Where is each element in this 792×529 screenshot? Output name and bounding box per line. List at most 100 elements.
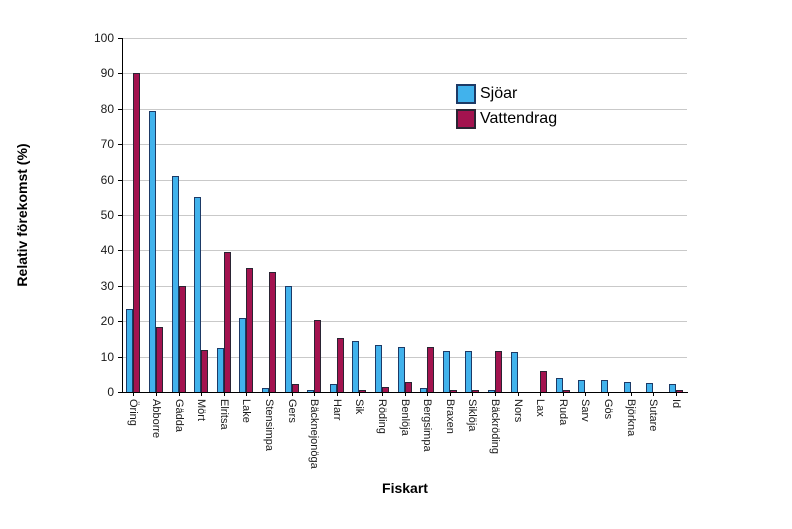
gridline: [122, 179, 687, 181]
legend-swatch-icon: [456, 84, 476, 104]
x-tick: [178, 393, 180, 396]
bar-vattendrag-röding: [381, 386, 389, 392]
x-axis-line: [122, 392, 688, 393]
bar-sjöar-sarv: [578, 379, 586, 392]
y-tick-label: 80: [100, 101, 114, 116]
y-tick: [118, 356, 122, 358]
gridline: [122, 285, 687, 287]
x-tick: [268, 393, 270, 396]
y-axis-line: [122, 38, 123, 393]
y-tick: [118, 250, 122, 252]
y-tick-label: 10: [100, 349, 114, 364]
x-tick: [472, 393, 474, 396]
x-tick: [359, 393, 361, 396]
x-tick: [607, 393, 609, 396]
x-category-label: Ruda: [556, 399, 569, 426]
bar-sjöar-björkna: [623, 382, 631, 392]
x-category-label: Gädda: [172, 399, 185, 433]
bar-sjöar-gädda: [171, 176, 179, 392]
y-tick-label: 0: [107, 385, 114, 399]
x-tick: [291, 393, 293, 396]
bar-sjöar-bäcknejonöga: [307, 390, 315, 392]
legend-row: Vattendrag: [456, 109, 557, 129]
bar-sjöar-öring: [126, 308, 134, 392]
y-tick: [118, 108, 122, 110]
bar-sjöar-harr: [329, 383, 337, 392]
x-tick: [449, 393, 451, 396]
gridline: [122, 108, 687, 110]
x-tick: [381, 393, 383, 396]
y-tick-label: 90: [100, 66, 114, 81]
x-category-label: Bergsimpa: [421, 399, 434, 452]
x-category-label: Stensimpa: [262, 399, 275, 451]
y-tick-label: 70: [100, 137, 114, 152]
gridline: [122, 321, 687, 323]
bar-sjöar-braxen: [442, 350, 450, 392]
bar-sjöar-sik: [352, 340, 360, 392]
x-category-label: Röding: [375, 399, 388, 434]
x-tick: [427, 393, 429, 396]
x-tick: [540, 393, 542, 396]
bar-vattendrag-öring: [133, 73, 141, 392]
legend-swatch-icon: [456, 109, 476, 129]
bar-sjöar-elritsa: [216, 347, 224, 392]
bar-sjöar-lake: [239, 317, 247, 392]
bar-vattendrag-abborre: [155, 327, 163, 392]
gridline: [122, 215, 687, 216]
bar-vattendrag-harr: [336, 337, 344, 392]
x-tick: [494, 393, 496, 396]
y-tick: [118, 285, 122, 287]
gridline: [122, 73, 687, 75]
y-tick-label: 100: [93, 31, 114, 45]
x-category-label: Harr: [330, 399, 343, 421]
x-category-label: Elritsa: [217, 399, 230, 430]
x-tick: [562, 393, 564, 396]
y-tick-label: 60: [100, 172, 114, 187]
bar-sjöar-gös: [600, 380, 608, 392]
x-tick: [517, 393, 519, 396]
x-category-label: Sutare: [647, 399, 660, 432]
bar-vattendrag-siklöja: [472, 390, 480, 392]
bar-vattendrag-bäcknejonöga: [314, 320, 322, 392]
x-category-label: Benlöja: [398, 399, 411, 436]
gridline: [122, 356, 687, 358]
bar-vattendrag-mört: [201, 349, 209, 392]
bar-sjöar-siklöja: [465, 350, 473, 392]
legend-label: Vattendrag: [480, 110, 558, 127]
x-tick: [314, 393, 316, 396]
x-axis-title: Fiskart: [382, 480, 428, 496]
x-category-label: Mört: [195, 399, 208, 421]
bar-sjöar-stensimpa: [261, 388, 269, 392]
y-tick: [118, 38, 122, 39]
y-axis-title: Relativ förekomst (%): [14, 143, 30, 287]
bar-vattendrag-lake: [246, 268, 254, 392]
bar-vattendrag-benlöja: [404, 382, 412, 392]
bar-vattendrag-ruda: [562, 389, 570, 392]
x-category-label: Lax: [534, 399, 547, 417]
bar-sjöar-nors: [510, 351, 518, 392]
x-tick: [404, 393, 406, 396]
x-category-label: Nors: [511, 399, 524, 423]
x-category-label: Bäcknejonöga: [308, 399, 321, 469]
x-tick: [201, 393, 203, 396]
bar-vattendrag-braxen: [449, 390, 457, 392]
x-category-label: Gers: [285, 399, 298, 423]
x-tick: [585, 393, 587, 396]
x-category-label: Abborre: [149, 399, 162, 439]
x-category-label: Siklöja: [466, 399, 479, 432]
x-tick: [133, 393, 135, 396]
bar-vattendrag-bergsimpa: [427, 346, 435, 392]
x-tick: [155, 393, 157, 396]
bar-sjöar-abborre: [148, 110, 156, 392]
y-tick: [118, 215, 122, 216]
y-tick: [118, 321, 122, 323]
y-tick-label: 30: [100, 278, 114, 293]
bar-vattendrag-elritsa: [223, 252, 231, 392]
bar-sjöar-bäckröding: [487, 389, 495, 392]
bar-sjöar-bergsimpa: [420, 388, 428, 392]
bar-sjöar-röding: [374, 344, 382, 392]
bar-sjöar-ruda: [555, 378, 563, 392]
y-tick: [118, 73, 122, 75]
x-tick: [653, 393, 655, 396]
